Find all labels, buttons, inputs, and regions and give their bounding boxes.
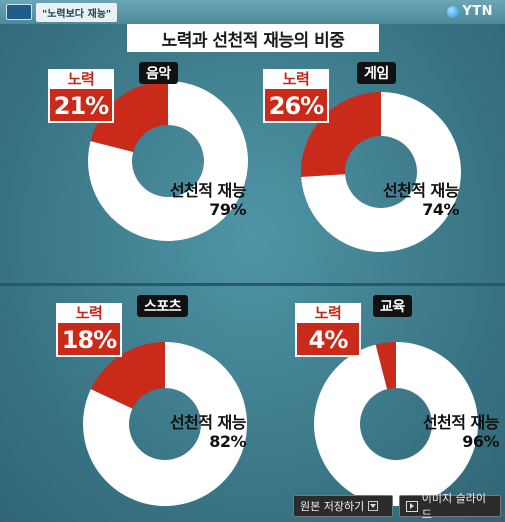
ytn-logo-icon	[447, 5, 460, 18]
ytn-logo-text: YTN	[462, 4, 493, 19]
donut-chart-music	[88, 81, 248, 241]
donut-chart-education	[313, 342, 478, 506]
talent-label-music: 선천적 재능	[169, 181, 247, 200]
chart-panel-game: 게임 노력 26% 선천적 재능 74%	[253, 52, 503, 287]
donut-slice-talent-music	[88, 81, 248, 241]
chart-panel-education: 교육 노력 4% 선천적 재능 96%	[253, 286, 503, 521]
slideshow-icon	[406, 500, 418, 512]
category-label-game: 게임	[357, 62, 396, 84]
effort-label-education: 노력	[295, 303, 361, 323]
news-tag-icon	[6, 4, 32, 20]
donut-slice-talent-game	[301, 92, 461, 252]
top-bar: "노력보다 재능" YTN	[0, 0, 505, 24]
save-original-button[interactable]: 원본 저장하기	[293, 495, 393, 517]
effort-box-music: 노력 21%	[48, 69, 114, 123]
donut-slice-effort-education	[375, 342, 396, 390]
effort-value-education: 4%	[295, 323, 361, 357]
donut-slice-effort-music	[90, 81, 168, 153]
effort-value-game: 26%	[263, 89, 329, 123]
effort-value-music: 21%	[48, 89, 114, 123]
talent-text-sports: 선천적 재능 82%	[140, 413, 247, 451]
donut-slice-talent-sports	[83, 342, 248, 506]
image-slide-button[interactable]: 이미지 슬라이드	[399, 492, 501, 521]
talent-text-game: 선천적 재능 74%	[353, 181, 460, 219]
talent-text-music: 선천적 재능 79%	[140, 181, 247, 219]
donut-chart-sports	[83, 342, 248, 506]
page-title: 노력과 선천적 재능의 비중	[127, 24, 379, 52]
effort-box-sports: 노력 18%	[56, 303, 122, 357]
category-label-music: 음악	[139, 62, 178, 84]
effort-label-music: 노력	[48, 69, 114, 89]
effort-value-sports: 18%	[56, 323, 122, 357]
talent-text-education: 선천적 재능 96%	[365, 413, 500, 451]
category-label-education: 교육	[373, 295, 412, 317]
donut-chart-game	[301, 92, 461, 252]
effort-label-game: 노력	[263, 69, 329, 89]
chart-panel-music: 음악 노력 21% 선천적 재능 79%	[0, 52, 250, 287]
talent-label-game: 선천적 재능	[382, 181, 460, 200]
talent-value-game: 74%	[422, 200, 459, 219]
image-slide-label: 이미지 슬라이드	[421, 492, 486, 521]
donut-slice-talent-education	[313, 342, 478, 506]
news-tag: "노력보다 재능"	[6, 2, 118, 22]
talent-value-music: 79%	[209, 200, 246, 219]
talent-label-sports: 선천적 재능	[169, 413, 247, 432]
donut-slice-effort-sports	[90, 342, 165, 409]
talent-value-education: 96%	[462, 432, 499, 451]
ytn-logo: YTN	[447, 4, 493, 19]
category-label-sports: 스포츠	[137, 295, 189, 317]
news-tag-label: "노력보다 재능"	[36, 2, 118, 22]
talent-value-sports: 82%	[209, 432, 246, 451]
effort-box-education: 노력 4%	[295, 303, 361, 357]
panel-divider	[0, 283, 505, 286]
dropdown-arrow-icon	[368, 501, 379, 511]
effort-box-game: 노력 26%	[263, 69, 329, 123]
save-original-label: 원본 저장하기	[300, 500, 365, 513]
donut-slice-effort-game	[301, 92, 381, 178]
chart-panel-sports: 스포츠 노력 18% 선천적 재능 82%	[0, 286, 250, 521]
effort-label-sports: 노력	[56, 303, 122, 323]
talent-label-education: 선천적 재능	[422, 413, 500, 432]
